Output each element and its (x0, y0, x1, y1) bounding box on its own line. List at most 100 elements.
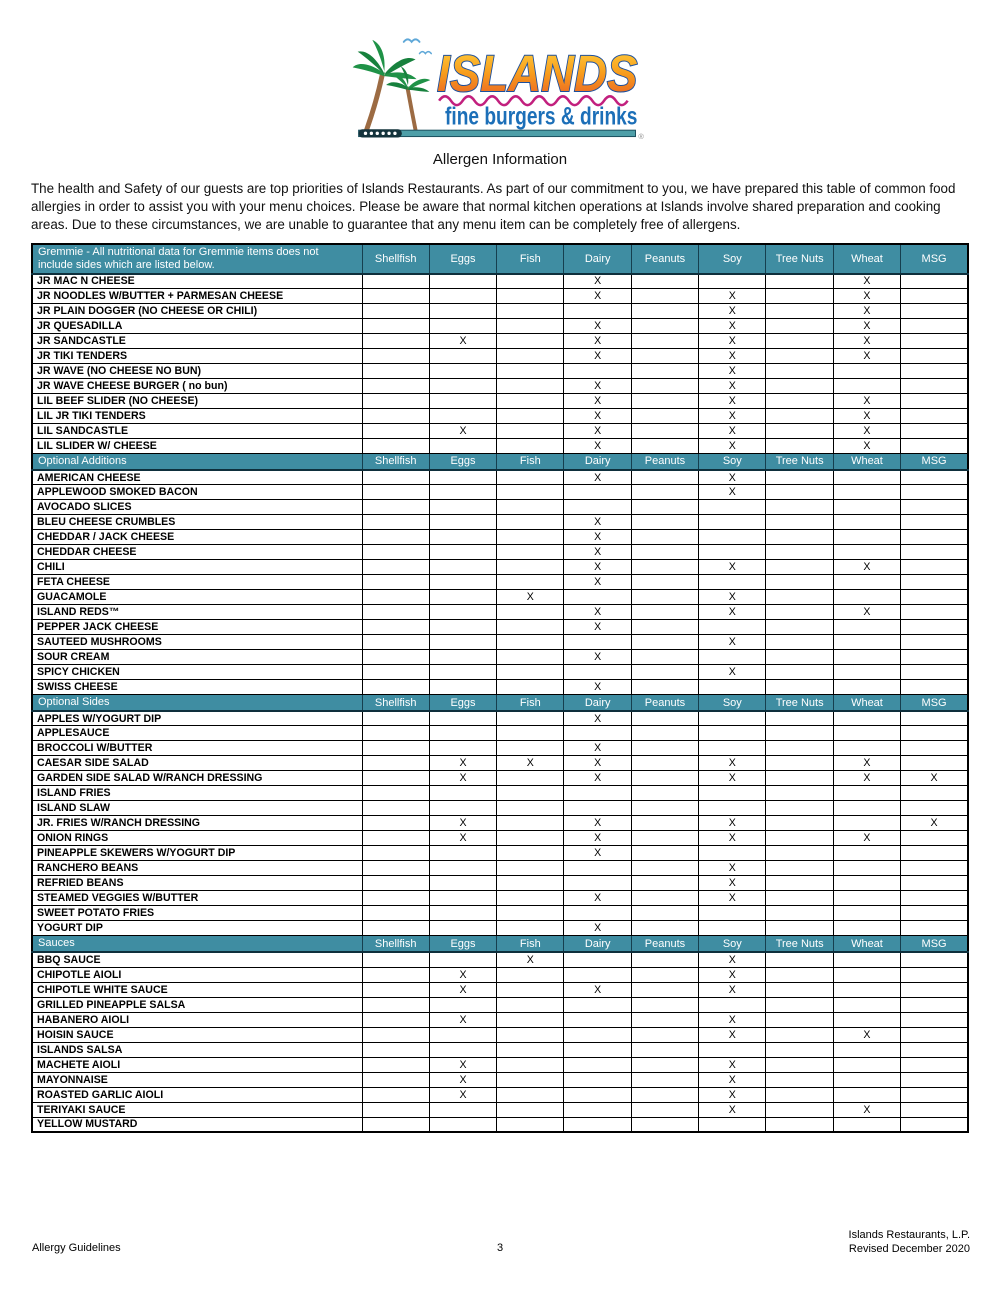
allergen-mark (698, 514, 767, 531)
allergen-mark (832, 1056, 902, 1073)
table-row: YOGURT DIP X (31, 920, 969, 937)
allergen-mark (765, 288, 834, 305)
table-row: SOUR CREAM X (31, 649, 969, 666)
palm-tree-icon (352, 39, 431, 133)
allergen-mark: X (698, 288, 767, 305)
allergen-mark (563, 1101, 632, 1118)
allergen-mark: X (496, 755, 565, 772)
allergen-mark (630, 438, 700, 455)
allergen-mark: X (698, 981, 767, 998)
allergen-mark: X (698, 408, 767, 425)
item-name: SWEET POTATO FRIES (31, 905, 363, 922)
allergen-mark (765, 830, 834, 847)
allergen-mark: X (698, 1026, 767, 1043)
allergen-mark: X (428, 1056, 498, 1073)
allergen-mark: X (428, 981, 498, 998)
section-label: Optional Additions (31, 453, 363, 471)
allergen-mark (496, 920, 565, 937)
allergen-mark (900, 664, 969, 681)
table-row: SAUTEED MUSHROOMS X (31, 634, 969, 651)
allergen-mark (361, 273, 430, 290)
allergen-mark (765, 393, 834, 410)
table-row: APPLES W/YOGURT DIP X (31, 710, 969, 727)
allergen-mark: X (832, 830, 902, 847)
column-header: Peanuts (630, 694, 700, 712)
column-header: MSG (900, 935, 969, 954)
allergen-mark (630, 725, 700, 742)
allergen-mark (428, 634, 498, 651)
allergen-mark: X (563, 619, 632, 636)
allergen-mark (765, 469, 834, 486)
allergen-mark: X (563, 529, 632, 546)
allergen-mark (361, 318, 430, 335)
allergen-mark: X (563, 318, 632, 335)
allergen-mark: X (832, 438, 902, 455)
allergen-mark: X (428, 830, 498, 847)
allergen-mark (361, 288, 430, 305)
allergen-mark (361, 499, 430, 516)
column-header: Soy (698, 243, 767, 275)
table-row: JR PLAIN DOGGER (NO CHEESE OR CHILI) X X (31, 303, 969, 320)
table-row: JR WAVE (NO CHEESE NO BUN) X (31, 363, 969, 380)
allergen-mark (900, 1116, 969, 1133)
item-name: CHILI (31, 559, 363, 576)
allergen-mark (765, 348, 834, 365)
allergen-mark: X (832, 1101, 902, 1118)
table-row: LIL SANDCASTLE X X X X (31, 423, 969, 440)
allergen-mark (698, 785, 767, 802)
allergen-mark (900, 1026, 969, 1043)
column-header: Dairy (563, 243, 632, 275)
allergen-mark (496, 860, 565, 877)
allergen-mark (832, 920, 902, 937)
allergen-mark: X (698, 589, 767, 606)
item-name: LIL SANDCASTLE (31, 423, 363, 440)
allergen-mark (630, 1116, 700, 1133)
allergen-mark (428, 318, 498, 335)
allergen-mark (361, 951, 430, 968)
base-bar-icon (358, 129, 636, 138)
allergen-mark: X (698, 1056, 767, 1073)
allergen-mark: X (563, 378, 632, 395)
item-name: RANCHERO BEANS (31, 860, 363, 877)
allergen-mark (765, 951, 834, 968)
allergen-mark (496, 408, 565, 425)
allergen-mark (563, 363, 632, 380)
allergen-mark: X (563, 559, 632, 576)
allergen-mark (900, 348, 969, 365)
item-name: CAESAR SIDE SALAD (31, 755, 363, 772)
table-row: MACHETE AIOLI X X (31, 1056, 969, 1073)
item-name: BBQ SAUCE (31, 951, 363, 968)
allergen-mark (496, 770, 565, 787)
allergen-mark (900, 1101, 969, 1118)
allergen-mark (630, 770, 700, 787)
allergen-mark (496, 559, 565, 576)
allergen-mark (698, 1116, 767, 1133)
allergen-mark (832, 634, 902, 651)
item-name: JR NOODLES W/BUTTER + PARMESAN CHEESE (31, 288, 363, 305)
allergen-mark: X (496, 589, 565, 606)
allergen-mark (832, 499, 902, 516)
allergen-mark (765, 845, 834, 862)
allergen-mark: X (698, 860, 767, 877)
allergen-mark (698, 544, 767, 561)
allergen-mark (361, 544, 430, 561)
allergen-mark (630, 589, 700, 606)
allergen-mark (563, 800, 632, 817)
allergen-mark (496, 725, 565, 742)
allergen-mark (496, 574, 565, 591)
allergen-mark (428, 529, 498, 546)
allergen-mark (496, 981, 565, 998)
item-name: CHEDDAR CHEESE (31, 544, 363, 561)
allergen-mark (428, 484, 498, 501)
allergen-mark (765, 333, 834, 350)
item-name: YELLOW MUSTARD (31, 1116, 363, 1133)
allergen-mark (496, 664, 565, 681)
allergen-mark (765, 800, 834, 817)
allergen-mark (630, 875, 700, 892)
allergen-mark (496, 785, 565, 802)
section-header-row: Gremmie - All nutritional data for Gremm… (31, 243, 969, 275)
allergen-mark (630, 710, 700, 727)
allergen-mark (496, 363, 565, 380)
allergen-mark: X (698, 559, 767, 576)
